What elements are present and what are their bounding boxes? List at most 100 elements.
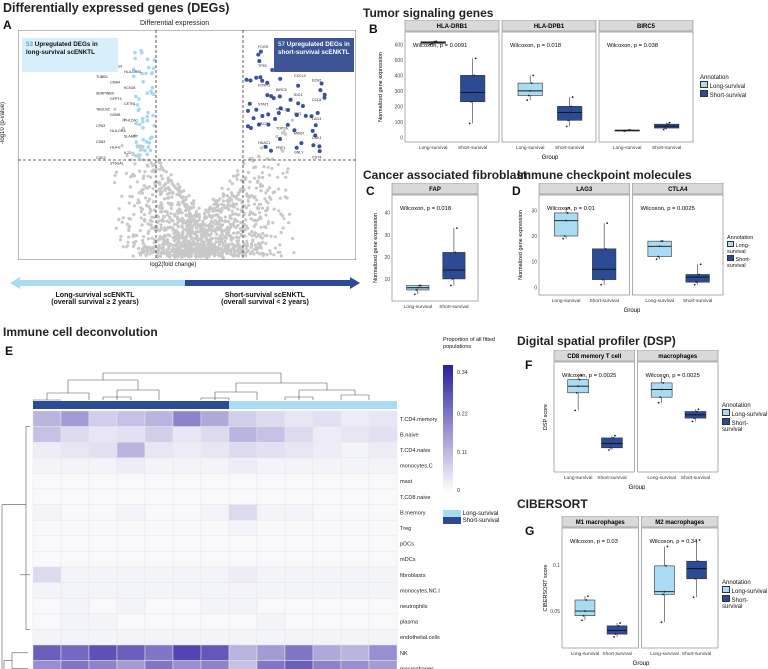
- volcano-point-long: [146, 145, 151, 149]
- volcano-point: [230, 237, 234, 241]
- heatmap-cell: [368, 473, 398, 490]
- volcano-point: [204, 208, 208, 212]
- volcano-point: [184, 244, 188, 248]
- volcano-point: [127, 224, 131, 228]
- volcano-point: [163, 187, 167, 192]
- volcano-point: [128, 194, 132, 198]
- heatmap-cell: [368, 410, 398, 427]
- volcano-point: [196, 237, 200, 241]
- volcano-point-short: [254, 107, 259, 112]
- volcano-point: [247, 203, 251, 207]
- volcano-point: [201, 251, 205, 256]
- volcano-point: [148, 252, 152, 256]
- facet-strip: [561, 516, 639, 528]
- volcano-point: [158, 206, 162, 210]
- volcano-point: [162, 219, 166, 223]
- volcano-point: [151, 163, 155, 168]
- volcano-point: [158, 167, 162, 171]
- volcano-gene-label: HLA-DRA: [110, 129, 126, 133]
- heatmap-cell: [340, 504, 370, 521]
- volcano-point: [223, 219, 227, 223]
- heatmap-cell: [312, 613, 342, 630]
- volcano-point-short: [244, 77, 249, 82]
- heatmap-group-legend: Long-survival Short-survival: [443, 510, 499, 524]
- x-category-label: Short-survival: [682, 651, 711, 657]
- heatmap-cell: [312, 441, 342, 459]
- heatmap-cell: [60, 613, 90, 630]
- volcano-point: [167, 185, 171, 190]
- volcano-point-short: [258, 49, 263, 54]
- volcano-point: [242, 242, 246, 246]
- volcano-point-short: [286, 108, 290, 112]
- volcano-point: [162, 215, 166, 219]
- volcano-point-long: [149, 71, 154, 76]
- legend-b-long: Long-survival: [709, 84, 746, 90]
- volcano-point: [138, 251, 142, 255]
- panel-letter-f: F: [525, 358, 533, 372]
- volcano-point: [140, 247, 144, 251]
- volcano-point: [279, 254, 283, 258]
- volcano-point: [187, 223, 191, 227]
- colorbar-segment: [443, 452, 453, 457]
- heatmap-cell: [116, 504, 146, 521]
- volcano-point: [177, 252, 182, 256]
- data-point: [418, 284, 421, 287]
- y-axis-label: Normalized gene expression: [378, 52, 384, 122]
- volcano-point: [197, 206, 201, 210]
- volcano-point: [231, 222, 235, 226]
- heatmap-cell: [116, 629, 146, 646]
- volcano-point: [232, 205, 236, 209]
- volcano-gene-label: KCNJ5: [124, 86, 135, 90]
- volcano-point: [119, 234, 123, 238]
- heatmap-cell: [144, 535, 174, 552]
- volcano-point: [165, 210, 169, 214]
- volcano-point: [193, 214, 197, 218]
- volcano-point: [166, 201, 170, 205]
- volcano-point: [223, 234, 228, 238]
- colorbar-tick: 0: [457, 488, 460, 494]
- volcano-point: [248, 194, 252, 198]
- volcano-point: [149, 209, 153, 213]
- y-tick-label: 30: [384, 233, 390, 239]
- volcano-gene-label: CCL5: [312, 98, 321, 102]
- data-point: [568, 111, 571, 114]
- volcano-gene-label: BIRC5: [276, 88, 287, 92]
- volcano-point: [208, 252, 213, 256]
- heatmap-cell: [368, 488, 398, 505]
- panel-d-boxplot: Normalized gene expression 0 10 20 30 LAG3 Wil…: [518, 183, 724, 313]
- data-point: [585, 599, 588, 601]
- heatmap-row-label: pDCs: [400, 542, 414, 548]
- panel-letter-a: A: [3, 18, 12, 32]
- volcano-point-short: [288, 97, 293, 102]
- data-point: [419, 284, 422, 287]
- panel-c-boxplot: Normalized gene expression 10 20 30 40 FAP Wil…: [373, 183, 479, 310]
- data-point: [574, 409, 577, 412]
- volcano-gene-label: LAG3: [312, 117, 321, 121]
- volcano-point: [225, 246, 230, 250]
- volcano-point-long: [147, 65, 151, 70]
- heatmap-cell: [368, 504, 398, 521]
- volcano-point: [121, 216, 125, 220]
- heatmap-cell: [256, 644, 286, 661]
- volcano-gene-label: CDK2: [96, 156, 106, 160]
- heatmap-cell: [88, 426, 118, 443]
- volcano-point: [236, 223, 240, 227]
- volcano-point: [273, 246, 277, 250]
- volcano-point: [264, 234, 268, 238]
- volcano-point: [276, 250, 280, 254]
- volcano-point-long: [133, 133, 137, 138]
- volcano-point: [160, 166, 165, 170]
- volcano-gene-label: STAT1: [258, 103, 269, 107]
- volcano-point: [285, 170, 289, 174]
- wilcoxon-label: Wilcoxon, p = 0.03: [570, 539, 618, 545]
- volcano-point: [153, 180, 157, 185]
- heatmap-cell: [32, 629, 62, 646]
- data-point: [626, 129, 629, 132]
- volcano-point: [140, 207, 145, 211]
- heatmap-cell: [32, 660, 62, 669]
- heatmap-cell: [116, 457, 146, 474]
- volcano-point: [219, 225, 223, 229]
- deconv-title: Immune cell deconvolution: [3, 325, 158, 339]
- volcano-point: [166, 192, 170, 196]
- volcano-point: [210, 216, 214, 220]
